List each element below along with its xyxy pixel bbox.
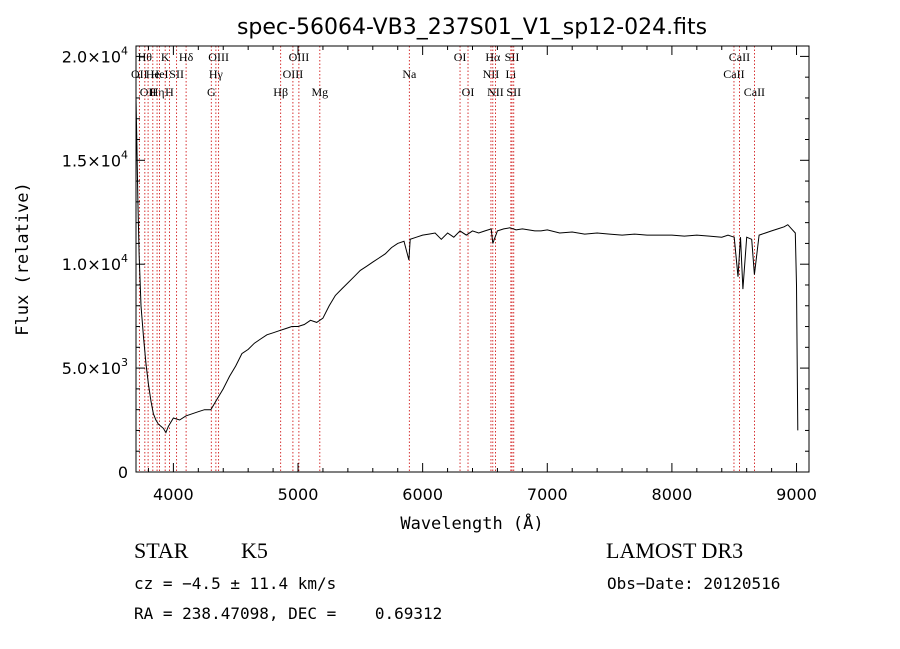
x-tick-label: 5000 bbox=[278, 485, 319, 504]
y-axis-label: Flux (relative) bbox=[13, 182, 33, 336]
line-label: CaII bbox=[723, 67, 744, 81]
line-label: OI bbox=[454, 50, 467, 64]
line-label: OIII bbox=[208, 50, 229, 64]
line-label: Mg bbox=[311, 85, 328, 99]
x-axis-label: Wavelength (Å) bbox=[400, 512, 543, 534]
x-tick-label: 7000 bbox=[527, 485, 568, 504]
redshift-velocity: cz = −4.5 ± 11.4 km/s bbox=[134, 574, 337, 593]
y-tick-label: 1.5×104 bbox=[62, 148, 128, 170]
object-class: STAR bbox=[134, 538, 189, 563]
object-subclass: K5 bbox=[241, 538, 268, 563]
line-label: H bbox=[165, 85, 174, 99]
line-label: HeI bbox=[151, 67, 169, 81]
line-label: G bbox=[207, 85, 216, 99]
line-label: Li bbox=[506, 67, 517, 81]
spectral-line-markers: OIIHθOIIHeHηHeIKHSIIHδGHγOIIIHβOIIIOIIIM… bbox=[131, 46, 765, 472]
line-label: SII bbox=[506, 85, 521, 99]
x-tick-label: 6000 bbox=[402, 485, 443, 504]
y-tick-label: 2.0×104 bbox=[62, 44, 128, 66]
survey-name: LAMOST DR3 bbox=[606, 538, 744, 563]
x-tick-label: 4000 bbox=[153, 485, 194, 504]
line-label: NII bbox=[483, 67, 500, 81]
spectrum-series bbox=[135, 97, 799, 434]
series-line-spectrum bbox=[135, 97, 799, 434]
line-label: Hθ bbox=[138, 50, 153, 64]
line-label: CaII bbox=[744, 85, 765, 99]
line-label: CaII bbox=[729, 50, 750, 64]
plot-frame bbox=[135, 45, 810, 473]
chart-title: spec-56064-VB3_237S01_V1_sp12-024.fits bbox=[237, 15, 707, 40]
x-tick-label: 9000 bbox=[776, 485, 817, 504]
line-label: He bbox=[146, 67, 160, 81]
observation-date: Obs−Date: 20120516 bbox=[607, 574, 781, 593]
y-tick-label: 0 bbox=[118, 463, 128, 482]
line-label: OII bbox=[140, 85, 157, 99]
line-label: NII bbox=[487, 85, 504, 99]
line-label: Hδ bbox=[179, 50, 194, 64]
y-tick-label: 5.0×103 bbox=[62, 356, 128, 378]
line-label: K bbox=[161, 50, 170, 64]
line-label: OII bbox=[131, 67, 148, 81]
line-label: OIII bbox=[283, 67, 304, 81]
line-label: Na bbox=[402, 67, 417, 81]
line-label: Hβ bbox=[273, 85, 288, 99]
axes: 4000 5000 6000 7000 8000 9000 0 5.0×103 1.0×104 1… bbox=[62, 44, 817, 504]
line-label: OIII bbox=[289, 50, 310, 64]
coordinates: RA = 238.47098, DEC = 0.69312 bbox=[134, 604, 443, 623]
line-label: SII bbox=[169, 67, 184, 81]
x-tick-label: 8000 bbox=[652, 485, 693, 504]
line-label: Hα bbox=[485, 50, 501, 64]
line-label: Hγ bbox=[209, 67, 224, 81]
line-label: Hη bbox=[150, 85, 165, 99]
line-label: SII bbox=[505, 50, 520, 64]
line-label: OI bbox=[462, 85, 475, 99]
y-tick-label: 1.0×104 bbox=[62, 252, 128, 274]
